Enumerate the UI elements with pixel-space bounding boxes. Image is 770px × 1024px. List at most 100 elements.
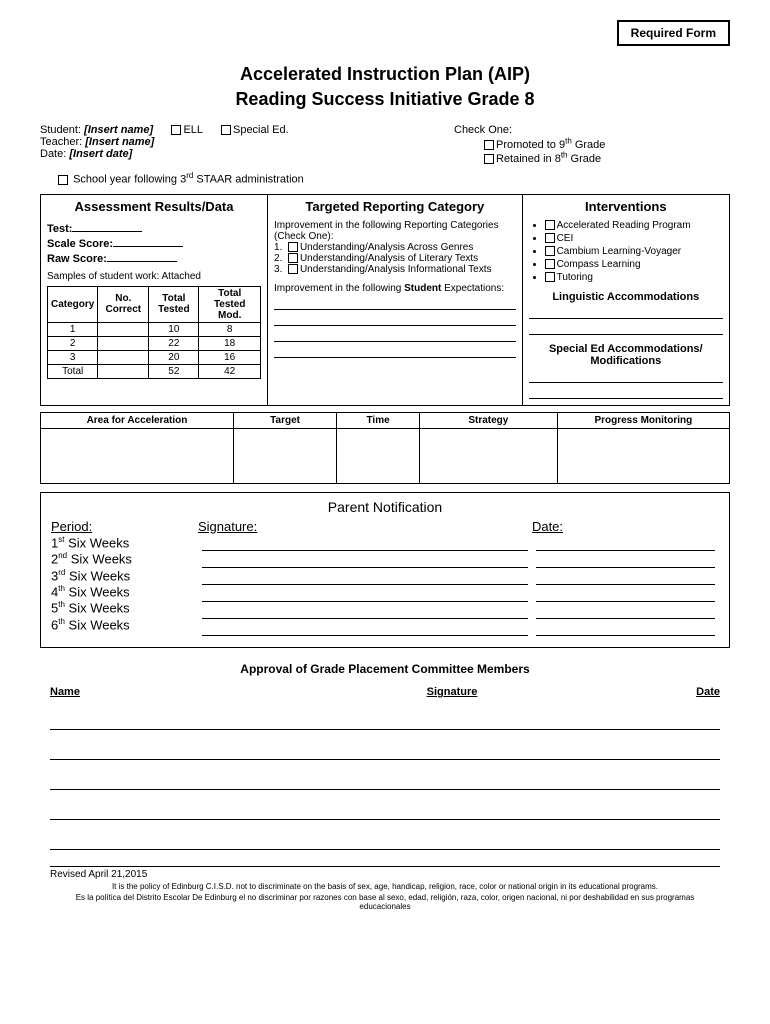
accel-h1: Area for Acceleration xyxy=(41,412,234,428)
promoted-checkbox[interactable] xyxy=(484,140,494,150)
linguistic-line[interactable] xyxy=(529,305,723,319)
table-row: 32016 xyxy=(48,350,261,364)
parent-notification-box: Parent Notification Period: 1st Six Week… xyxy=(40,492,730,648)
linguistic-line[interactable] xyxy=(529,321,723,335)
cat3-label: Understanding/Analysis Informational Tex… xyxy=(300,264,492,275)
signature-line[interactable] xyxy=(202,535,528,551)
int2-label: CEI xyxy=(557,233,574,244)
scale-field[interactable] xyxy=(113,235,183,247)
specialaccom-header: Special Ed Accommodations/ Modifications xyxy=(529,343,723,367)
th-tested-mod: Total Tested Mod. xyxy=(199,286,261,322)
signature-line[interactable] xyxy=(202,586,528,602)
expectations-label: Improvement in the following Student Exp… xyxy=(274,283,516,294)
specialaccom-line[interactable] xyxy=(529,369,723,383)
teacher-value[interactable]: [Insert name] xyxy=(85,136,154,148)
expectation-line[interactable] xyxy=(274,328,516,342)
expectation-line[interactable] xyxy=(274,296,516,310)
approval-line[interactable] xyxy=(50,736,720,760)
accel-row[interactable] xyxy=(41,428,730,483)
date-value[interactable]: [Insert date] xyxy=(69,148,132,160)
targeted-column: Targeted Reporting Category Improvement … xyxy=(268,195,523,405)
parent-title: Parent Notification xyxy=(51,499,719,515)
int3-checkbox[interactable] xyxy=(545,246,555,256)
signature-line[interactable] xyxy=(202,620,528,636)
period-6: 6th Six Weeks xyxy=(51,617,198,632)
student-value[interactable]: [Insert name] xyxy=(84,124,153,136)
student-label: Student: xyxy=(40,124,81,136)
assessment-header: Assessment Results/Data xyxy=(47,199,261,214)
retained-checkbox[interactable] xyxy=(484,154,494,164)
approval-line[interactable] xyxy=(50,766,720,790)
expectation-line[interactable] xyxy=(274,312,516,326)
date-line[interactable] xyxy=(536,586,715,602)
th-correct: No. Correct xyxy=(98,286,149,322)
int1-checkbox[interactable] xyxy=(545,220,555,230)
assessment-column: Assessment Results/Data Test: Scale Scor… xyxy=(41,195,268,405)
int5-label: Tutoring xyxy=(557,272,593,283)
raw-field[interactable] xyxy=(107,250,177,262)
cat3-checkbox[interactable] xyxy=(288,264,298,274)
name-col-header: Name xyxy=(50,686,318,698)
th-tested: Total Tested xyxy=(149,286,199,322)
main-grid: Assessment Results/Data Test: Scale Scor… xyxy=(40,194,730,406)
date-line[interactable] xyxy=(536,569,715,585)
accel-h3: Time xyxy=(337,412,420,428)
expectation-line[interactable] xyxy=(274,344,516,358)
date-col-header: Date xyxy=(586,686,720,698)
cat2-label: Understanding/Analysis of Literary Texts xyxy=(300,253,478,264)
retained-label: Retained in 8th Grade xyxy=(496,153,601,165)
schoolyear-checkbox[interactable] xyxy=(58,175,68,185)
signature-header: Signature: xyxy=(198,519,532,534)
approval-title: Approval of Grade Placement Committee Me… xyxy=(40,662,730,676)
specialed-checkbox[interactable] xyxy=(221,125,231,135)
page-title: Accelerated Instruction Plan (AIP) xyxy=(40,64,730,85)
revised-date: Revised April 21,2015 xyxy=(50,869,720,880)
page-subtitle: Reading Success Initiative Grade 8 xyxy=(40,89,730,110)
test-label: Test: xyxy=(47,223,72,235)
period-4: 4th Six Weeks xyxy=(51,584,198,599)
approval-line[interactable] xyxy=(50,826,720,850)
promoted-label: Promoted to 9th Grade xyxy=(496,139,605,151)
date-line[interactable] xyxy=(536,620,715,636)
ell-checkbox[interactable] xyxy=(171,125,181,135)
int2-checkbox[interactable] xyxy=(545,233,555,243)
interventions-header: Interventions xyxy=(529,199,723,214)
required-form-box: Required Form xyxy=(617,20,730,46)
cat2-checkbox[interactable] xyxy=(288,253,298,263)
date-line[interactable] xyxy=(536,535,715,551)
int4-label: Compass Learning xyxy=(557,259,641,270)
interventions-column: Interventions Accelerated Reading Progra… xyxy=(523,195,729,405)
approval-line[interactable] xyxy=(50,796,720,820)
table-row: Total5242 xyxy=(48,364,261,378)
signature-line[interactable] xyxy=(202,603,528,619)
approval-header-row: Name Signature Date xyxy=(40,686,730,698)
header-info: Student: [Insert name] ELL Special Ed. T… xyxy=(40,124,730,165)
period-header: Period: xyxy=(51,519,198,534)
date-line[interactable] xyxy=(536,603,715,619)
date-label: Date: xyxy=(40,148,66,160)
cat1-label: Understanding/Analysis Across Genres xyxy=(300,242,473,253)
approval-line[interactable] xyxy=(50,706,720,730)
targeted-header: Targeted Reporting Category xyxy=(274,199,516,214)
int3-label: Cambium Learning-Voyager xyxy=(557,246,682,257)
sig-col-header: Signature xyxy=(318,686,586,698)
period-1: 1st Six Weeks xyxy=(51,535,198,550)
int5-checkbox[interactable] xyxy=(545,272,555,282)
period-3: 3rd Six Weeks xyxy=(51,568,198,583)
period-2: 2nd Six Weeks xyxy=(51,551,198,566)
date-line[interactable] xyxy=(536,552,715,568)
ell-label: ELL xyxy=(183,124,202,136)
cat1-checkbox[interactable] xyxy=(288,242,298,252)
th-category: Category xyxy=(48,286,98,322)
signature-line[interactable] xyxy=(202,569,528,585)
specialaccom-line[interactable] xyxy=(529,385,723,399)
test-field[interactable] xyxy=(72,220,142,232)
accel-h2: Target xyxy=(233,412,336,428)
accel-h5: Progress Monitoring xyxy=(557,412,729,428)
samples-label: Samples of student work: Attached xyxy=(47,271,261,282)
disclaimer-es: Es la política del Distrito Escolar De E… xyxy=(50,893,720,911)
signature-line[interactable] xyxy=(202,552,528,568)
table-row: 1108 xyxy=(48,322,261,336)
improvement-text: Improvement in the following Reporting C… xyxy=(274,220,516,242)
int4-checkbox[interactable] xyxy=(545,259,555,269)
